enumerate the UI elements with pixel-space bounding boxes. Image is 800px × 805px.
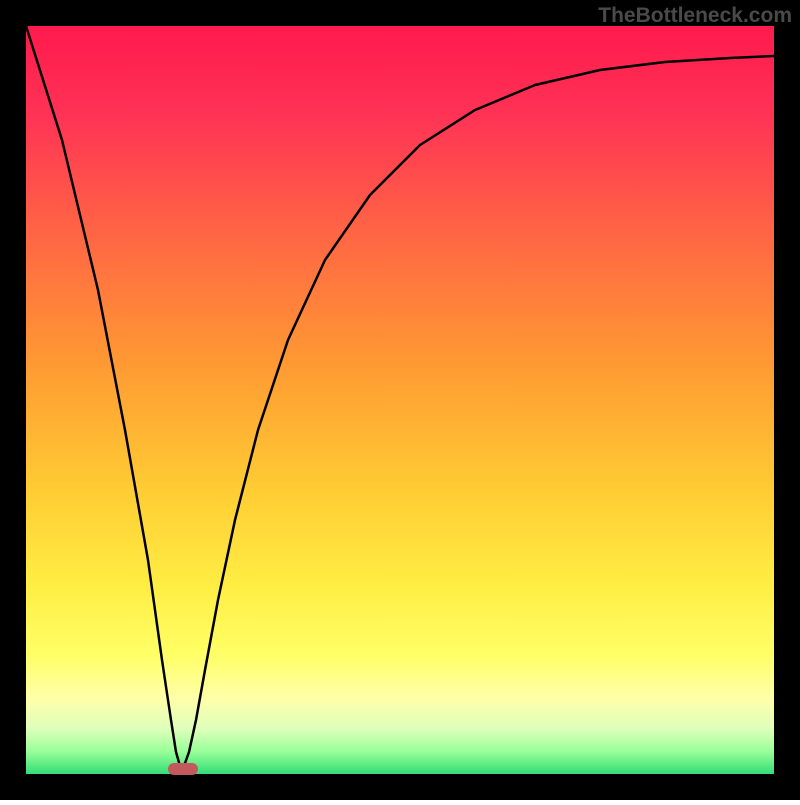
plot-background	[26, 26, 774, 774]
chart-container: TheBottleneck.com	[0, 0, 800, 800]
bottleneck-chart	[0, 0, 800, 800]
watermark-text: TheBottleneck.com	[598, 4, 792, 28]
optimum-marker	[168, 763, 198, 775]
